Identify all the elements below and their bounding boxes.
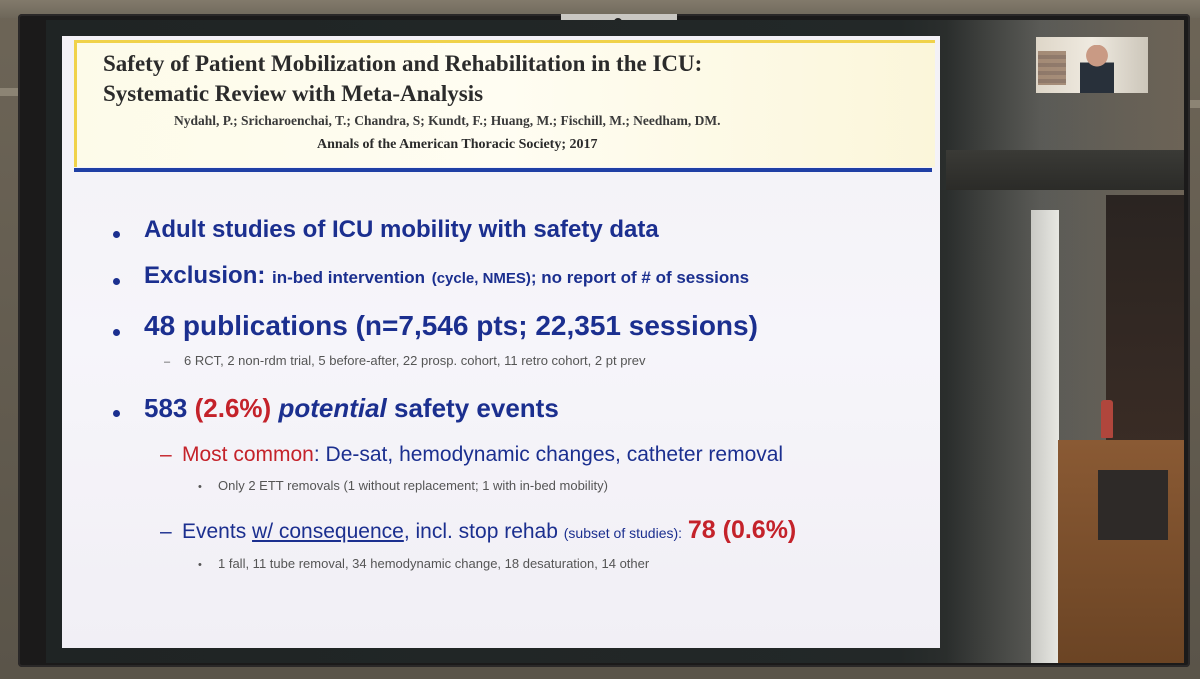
consequence-subset: (subset of studies): <box>563 525 683 541</box>
dash-icon: – <box>164 356 171 368</box>
events-potential: potential <box>278 393 387 423</box>
most-common-text: : De-sat, hemodynamic changes, catheter … <box>313 443 784 466</box>
bullet-dot-icon <box>113 329 120 336</box>
bullet-exclusion: Exclusion: in-bed intervention (cycle, N… <box>144 262 749 290</box>
speaker-avatar <box>1080 45 1114 93</box>
most-common-label: Most common <box>182 443 314 466</box>
slide-title: Safety of Patient Mobilization and Rehab… <box>103 49 923 109</box>
consequence-pre: Events <box>182 520 253 543</box>
bullet-dot-icon <box>113 410 120 417</box>
consequence-mid: , incl. stop rehab <box>403 520 564 543</box>
exclusion-tail: ; no report of # of sessions <box>530 268 750 287</box>
dash-icon: – <box>160 443 172 466</box>
consequence-underlined: w/ consequence <box>252 520 404 543</box>
room-shelf <box>1106 195 1184 455</box>
monitor-screen: Safety of Patient Mobilization and Rehab… <box>46 20 1184 663</box>
room-bottle <box>1101 400 1113 438</box>
slide-header: Safety of Patient Mobilization and Rehab… <box>74 40 935 167</box>
slide-authors: Nydahl, P.; Sricharoenchai, T.; Chandra,… <box>174 113 721 128</box>
video-background-shelf <box>1038 51 1066 85</box>
exclusion-paren: (cycle, NMES) <box>431 270 531 287</box>
bullet-adult-studies: Adult studies of ICU mobility with safet… <box>144 216 659 243</box>
events-percent: (2.6%) <box>194 393 272 423</box>
header-divider <box>74 168 932 172</box>
room-door-frame <box>1031 210 1059 663</box>
exclusion-label: Exclusion: <box>144 262 266 289</box>
events-with-consequence: Events w/ consequence, incl. stop rehab … <box>182 516 796 545</box>
bullet-safety-events: 583 (2.6%) potential safety events <box>144 393 559 424</box>
publications-breakdown: 6 RCT, 2 non-rdm trial, 5 before-after, … <box>184 353 646 368</box>
bullet-dot-icon <box>113 231 120 238</box>
slide-title-line2: Systematic Review with Meta-Analysis <box>103 81 484 106</box>
monitor-bezel: Safety of Patient Mobilization and Rehab… <box>18 14 1190 667</box>
presentation-slide: Safety of Patient Mobilization and Rehab… <box>62 36 940 648</box>
room-poster <box>1098 470 1168 540</box>
room-ceiling <box>946 150 1184 190</box>
slide-title-line1: Safety of Patient Mobilization and Rehab… <box>103 51 703 76</box>
ett-removals: Only 2 ETT removals (1 without replaceme… <box>218 478 608 493</box>
bullet-dot-icon: • <box>198 481 202 493</box>
bullet-dot-icon <box>113 278 120 285</box>
speaker-video-thumbnail[interactable] <box>1036 37 1148 93</box>
exclusion-text: in-bed intervention <box>272 268 426 287</box>
consequence-breakdown: 1 fall, 11 tube removal, 34 hemodynamic … <box>218 556 650 571</box>
wall-background <box>0 0 1200 18</box>
consequence-count: 78 (0.6%) <box>687 516 797 544</box>
wall-trim-left <box>0 88 22 96</box>
bullet-dot-icon: • <box>198 559 202 571</box>
most-common-events: Most common: De-sat, hemodynamic changes… <box>182 443 783 467</box>
slide-journal: Annals of the American Thoracic Society;… <box>317 137 598 152</box>
bullet-publications: 48 publications (n=7,546 pts; 22,351 ses… <box>144 310 758 341</box>
dash-icon: – <box>160 520 172 543</box>
wall-trim-right <box>1180 100 1200 108</box>
events-tail: safety events <box>394 393 559 423</box>
events-count: 583 <box>144 393 188 423</box>
